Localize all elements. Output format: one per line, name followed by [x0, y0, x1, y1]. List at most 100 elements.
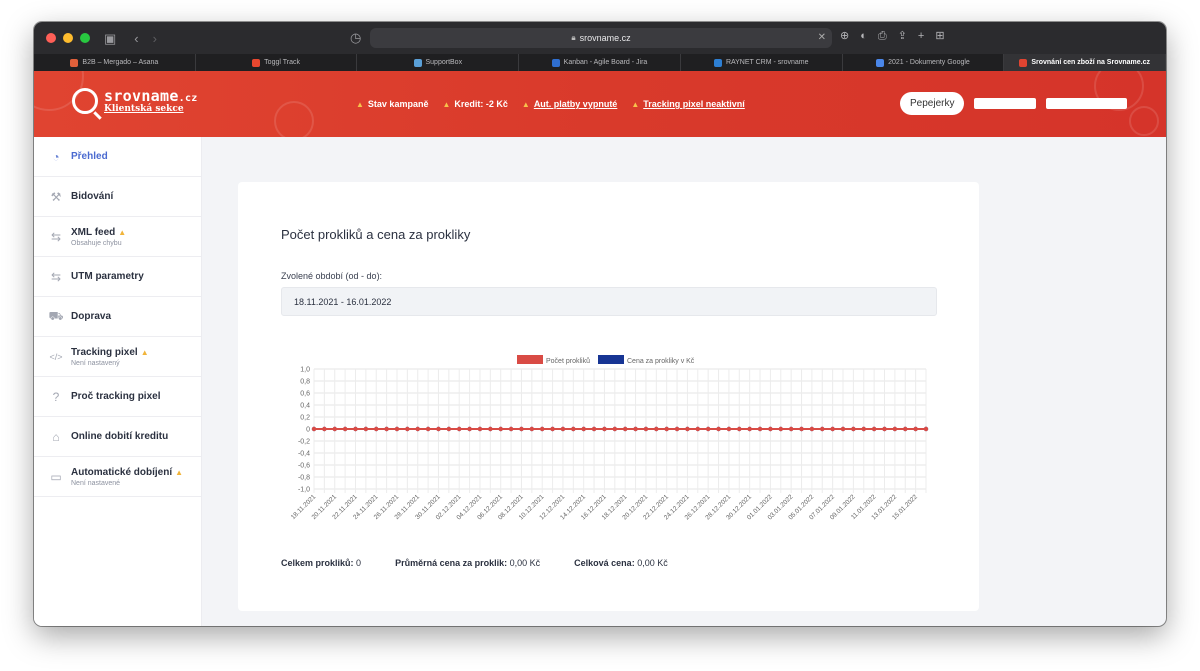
share-icon[interactable]: ⇪ [897, 30, 907, 42]
data-point [394, 426, 400, 432]
data-point [446, 426, 452, 432]
header-alerts: ▲ Stav kampaně ▲ Kredit: -2 Kč ▲ Aut. platby … [356, 99, 745, 109]
data-point [737, 426, 742, 432]
sidebar-toggle-icon[interactable]: ▣ [104, 30, 117, 46]
history-icon[interactable]: ◷ [350, 30, 362, 45]
data-point [820, 426, 825, 432]
sidebar-item[interactable]: ▭ Automatické dobíjení ▲ Není nastavené [34, 457, 201, 497]
data-point [384, 426, 389, 432]
tab-overview-icon[interactable]: ⊞ [935, 30, 945, 42]
data-point [612, 426, 618, 432]
card-icon: ▭ [50, 469, 62, 484]
data-point [622, 426, 628, 432]
sidebar-item-label: Bidování [71, 191, 114, 202]
data-point [799, 426, 804, 432]
browser-tab[interactable]: SupportBox [357, 54, 520, 71]
data-point [830, 426, 835, 432]
back-icon[interactable]: ‹ [134, 30, 139, 46]
sidebar-item-label: XML feed [71, 226, 116, 238]
browser-tab-label: Toggl Track [264, 59, 300, 66]
data-point [664, 426, 669, 432]
header-alert[interactable]: ▲ Stav kampaně [356, 99, 428, 109]
sidebar-item[interactable]: </> Tracking pixel ▲ Není nastavený [34, 337, 201, 377]
sidebar-nav: ◔ Přehled ⚒ Bidování ⇆ XML feed ▲ Obsahuje chyb… [34, 137, 202, 626]
address-bar[interactable]: 🔒︎ srovname.cz ✕ [370, 28, 832, 48]
browser-tab[interactable]: RAYNET CRM - srovname [681, 54, 843, 71]
zoom-window-button[interactable] [80, 33, 90, 43]
shield-icon[interactable]: ◐ [860, 30, 867, 42]
data-point [923, 426, 929, 432]
data-point [467, 426, 472, 432]
total-price-label: Celková cena: [574, 558, 635, 568]
total-price-value: 0,00 Kč [637, 558, 668, 568]
download-icon[interactable]: ⊕ [840, 30, 850, 42]
header-alert[interactable]: ▲ Aut. platby vypnuté [522, 99, 617, 109]
y-tick-label: -1,0 [298, 487, 310, 494]
new-tab-icon[interactable]: + [917, 30, 925, 42]
browser-tab-label: B2B – Mergado – Asana [82, 59, 159, 66]
legend-swatch [598, 355, 624, 364]
data-point [581, 426, 586, 432]
sidebar-item[interactable]: ⇆ UTM parametry [34, 257, 201, 297]
data-point [882, 426, 887, 432]
data-point [851, 426, 856, 432]
y-tick-label: -0,4 [298, 451, 310, 458]
minimize-window-button[interactable] [63, 33, 73, 43]
browser-tab[interactable]: Srovnání cen zboží na Srovname.cz [1004, 54, 1166, 71]
shop-select-button[interactable]: Pepejerky [900, 92, 965, 115]
sidebar-item-sublabel: Obsahuje chybu [71, 239, 122, 247]
truck-icon: ⛟ [48, 308, 64, 323]
sidebar-item[interactable]: ⇆ XML feed ▲ Obsahuje chybu [34, 217, 201, 257]
data-point [591, 426, 597, 432]
header-alert[interactable]: ▲ Kredit: -2 Kč [442, 99, 507, 109]
y-tick-label: -0,2 [298, 439, 310, 446]
data-point [425, 426, 431, 432]
data-point [903, 426, 908, 432]
data-point [788, 426, 794, 432]
sidebar-item-label: Doprava [71, 311, 112, 322]
logo[interactable]: srovname.cz Klientská sekce [72, 88, 198, 114]
logo-tld: .cz [178, 92, 198, 104]
warning-icon: ▲ [356, 99, 364, 109]
sidebar-item-label: Proč tracking pixel [71, 391, 161, 402]
header-blank-field[interactable] [974, 98, 1036, 109]
close-window-button[interactable] [46, 33, 56, 43]
store-icon: ⌂ [52, 429, 60, 444]
sidebar-item[interactable]: ⛟ Doprava [34, 297, 201, 337]
sidebar-item[interactable]: ? Proč tracking pixel [34, 377, 201, 417]
warning-icon: ▲ [631, 99, 640, 109]
browser-tab[interactable]: 2021 - Dokumenty Google [843, 54, 1005, 71]
warning-icon: ▲ [442, 99, 451, 109]
data-point [415, 426, 420, 432]
data-point [519, 426, 524, 432]
data-point [508, 426, 514, 432]
y-tick-label: 0,6 [300, 391, 310, 398]
header-alert-label: Aut. platby vypnuté [533, 99, 618, 109]
data-point [529, 426, 535, 432]
data-point [457, 426, 462, 432]
data-point [436, 426, 441, 432]
browser-tab[interactable]: B2B – Mergado – Asana [34, 54, 196, 71]
sidebar-item-label: Automatické dobíjení [71, 466, 173, 478]
clear-address-icon[interactable]: ✕ [817, 32, 826, 43]
data-point [405, 426, 410, 432]
header-alert[interactable]: ▲ Tracking pixel neaktivní [631, 99, 744, 109]
browser-tab-label: RAYNET CRM - srovname [725, 59, 809, 66]
data-point [674, 426, 680, 432]
sync-icon: ⇆ [50, 229, 62, 244]
print-icon[interactable]: ⎙ [877, 30, 887, 42]
header-blank-field[interactable] [1046, 98, 1127, 109]
period-input[interactable]: 18.11.2021 - 16.01.2022 [281, 287, 937, 316]
sidebar-item[interactable]: ◔ Přehled [34, 137, 201, 177]
gavel-icon: ⚒ [50, 189, 62, 204]
sidebar-item[interactable]: ⌂ Online dobití kreditu [34, 417, 201, 457]
data-point [477, 426, 483, 432]
legend-label: Počet prokliků [546, 357, 590, 365]
browser-tab-label: Srovnání cen zboží na Srovname.cz [1031, 59, 1150, 66]
data-point [695, 426, 700, 432]
forward-icon[interactable]: › [152, 30, 157, 46]
sidebar-item[interactable]: ⚒ Bidování [34, 177, 201, 217]
browser-tab[interactable]: Kanban - Agile Board - Jira [519, 54, 681, 71]
browser-tab[interactable]: Toggl Track [196, 54, 358, 71]
warning-icon: ▲ [140, 347, 149, 357]
